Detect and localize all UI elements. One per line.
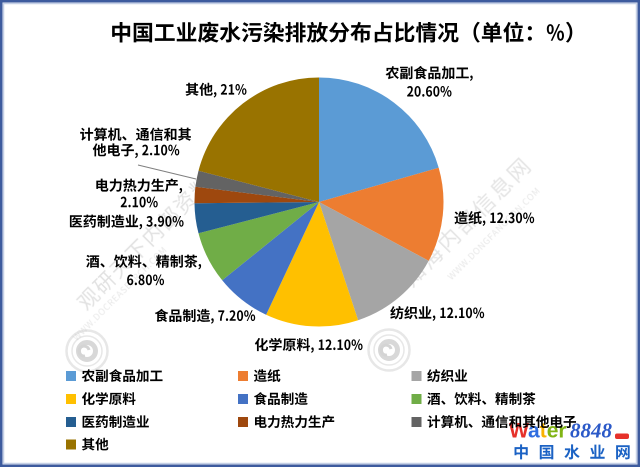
svg-text:8848: 8848: [570, 419, 613, 443]
